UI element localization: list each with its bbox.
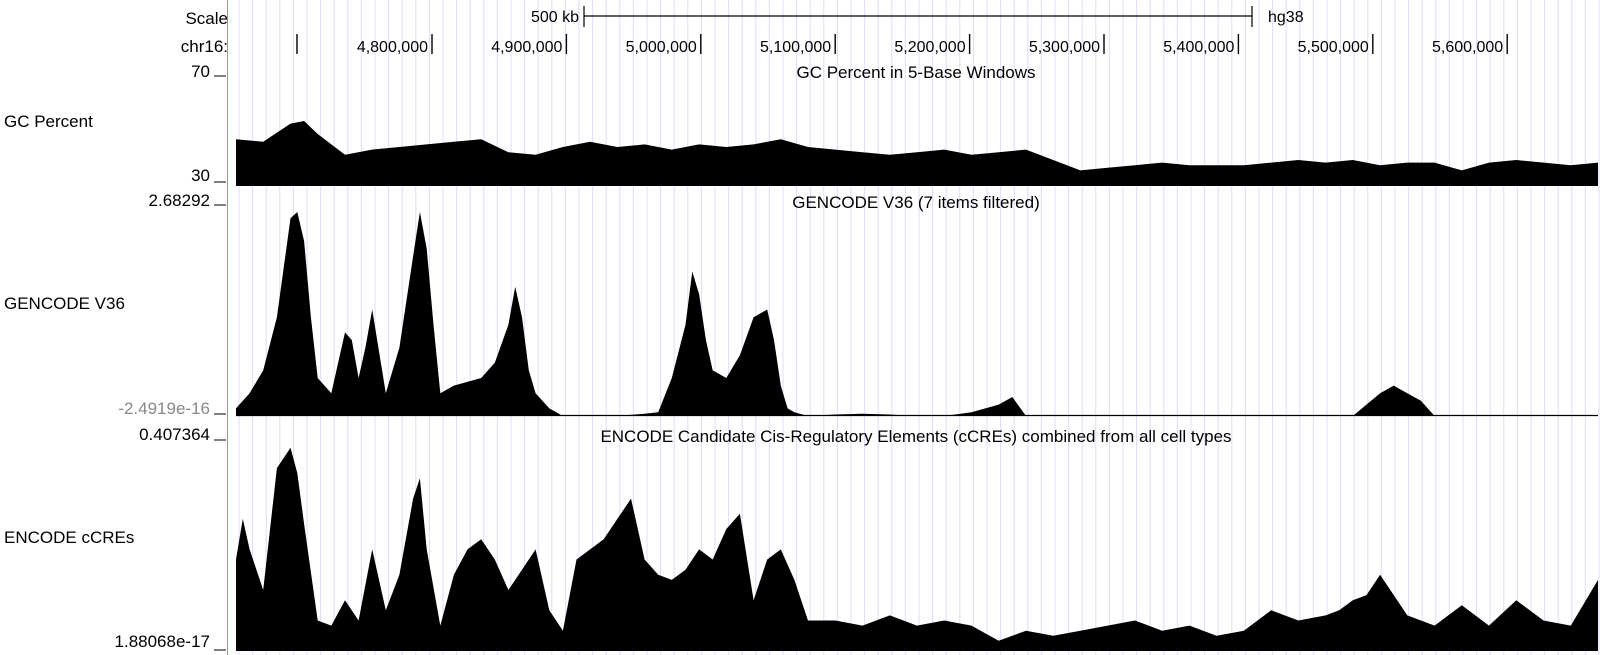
y-max-label-gc-percent: 70 xyxy=(191,62,210,81)
gencode-v36-area xyxy=(236,212,1598,416)
scale-label: Scale xyxy=(185,9,228,28)
ruler-position-label: 4,800,000 xyxy=(357,39,428,56)
scale-bar-label: 500 kb xyxy=(531,9,579,26)
track-encode-ccres: ENCODE cCREs ENCODE Candidate Cis-Regula… xyxy=(4,425,1598,651)
encode-ccres-area xyxy=(236,447,1598,651)
ruler: Scale chr16: 500 kb hg38 4,800,000 4,900,… xyxy=(181,6,1508,56)
track-gc-percent: GC Percent GC Percent in 5-Base Windows … xyxy=(4,62,1598,186)
ruler-position-label: 5,500,000 xyxy=(1298,39,1369,56)
ruler-position-label: 5,600,000 xyxy=(1432,39,1503,56)
y-max-label-gencode-v36: 2.68292 xyxy=(149,191,210,210)
track-title-gencode-v36: GENCODE V36 (7 items filtered) xyxy=(792,193,1040,212)
track-label-gc-percent: GC Percent xyxy=(4,112,93,131)
y-min-label-gencode-v36: -2.4919e-16 xyxy=(118,399,210,418)
ruler-position-label: 5,300,000 xyxy=(1029,39,1100,56)
chrom-label: chr16: xyxy=(181,37,228,56)
ruler-position-label: 5,400,000 xyxy=(1163,39,1234,56)
y-min-label-encode-ccres: 1.88068e-17 xyxy=(115,632,210,651)
ruler-position-label: 5,000,000 xyxy=(626,39,697,56)
ruler-position-label: 5,100,000 xyxy=(760,39,831,56)
gridlines xyxy=(238,0,1600,655)
y-max-label-encode-ccres: 0.407364 xyxy=(139,425,210,444)
ruler-position-label: 5,200,000 xyxy=(894,39,965,56)
gc-percent-area xyxy=(236,121,1598,186)
ruler-position-label: 4,900,000 xyxy=(491,39,562,56)
track-label-encode-ccres: ENCODE cCREs xyxy=(4,528,134,547)
track-label-gencode-v36: GENCODE V36 xyxy=(4,294,125,313)
track-title-encode-ccres: ENCODE Candidate Cis-Regulatory Elements… xyxy=(600,427,1231,446)
y-min-label-gc-percent: 30 xyxy=(191,166,210,185)
track-gencode-v36: GENCODE V36 GENCODE V36 (7 items filtere… xyxy=(4,191,1598,418)
ruler-ticks: 4,800,000 4,900,000 5,000,000 5,100,000 5,20… xyxy=(296,34,1508,56)
assembly-label: hg38 xyxy=(1268,9,1304,26)
scale-bar xyxy=(583,6,1253,27)
track-title-gc-percent: GC Percent in 5-Base Windows xyxy=(796,63,1035,82)
